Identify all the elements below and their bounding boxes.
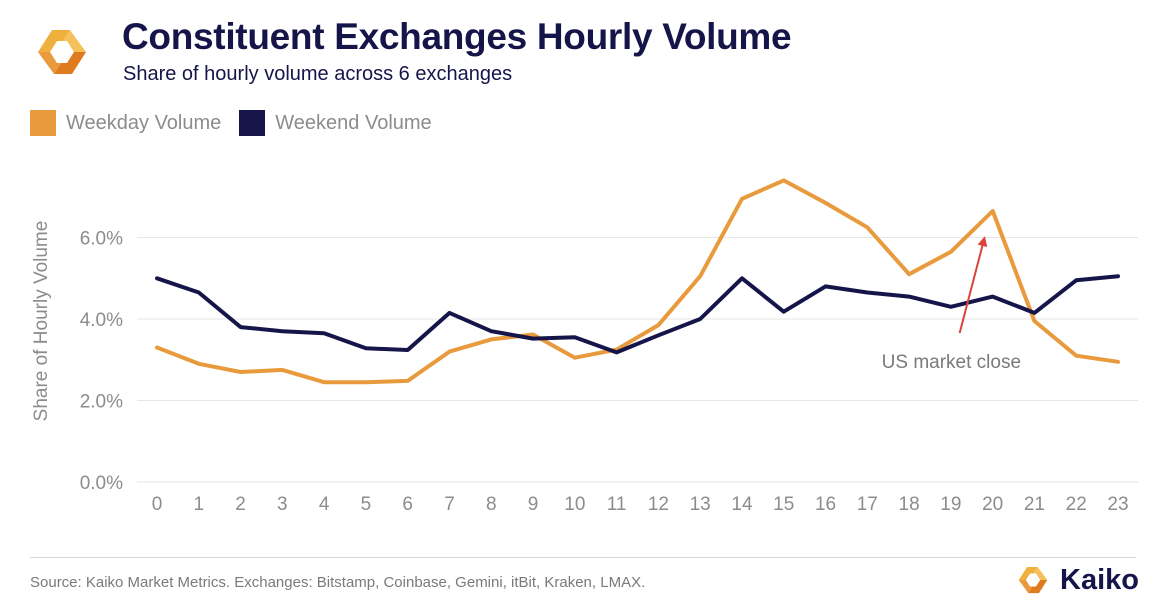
x-tick-label: 6 <box>402 494 413 515</box>
x-tick-label: 20 <box>982 494 1003 515</box>
x-tick-label: 15 <box>773 494 794 515</box>
page-subtitle: Share of hourly volume across 6 exchange… <box>123 63 513 85</box>
legend-item-weekend: Weekend Volume <box>239 110 432 136</box>
x-tick-label: 23 <box>1107 494 1128 515</box>
brand-mark: Kaiko <box>1014 562 1139 598</box>
page-title: Constituent Exchanges Hourly Volume <box>122 16 792 57</box>
weekday-volume-line <box>155 178 1120 385</box>
x-tick-label: 22 <box>1066 494 1087 515</box>
x-tick-label: 4 <box>319 494 330 515</box>
annotation-arrow <box>958 236 988 334</box>
y-tick-label: 4.0% <box>80 310 123 331</box>
weekend-volume-line <box>155 274 1120 355</box>
x-tick-label: 12 <box>648 494 669 515</box>
x-tick-label: 10 <box>564 494 585 515</box>
x-tick-label: 1 <box>193 494 204 515</box>
kaiko-brand-icon <box>1018 566 1048 594</box>
legend-swatch-weekday <box>30 110 56 136</box>
x-tick-label: 3 <box>277 494 288 515</box>
annotation-label: US market close <box>882 352 1021 373</box>
footer-divider <box>30 557 1136 558</box>
x-tick-label: 19 <box>940 494 961 515</box>
x-tick-label: 2 <box>235 494 246 515</box>
legend-label-weekday: Weekday Volume <box>66 111 222 134</box>
x-tick-label: 17 <box>857 494 878 515</box>
x-tick-label: 18 <box>899 494 920 515</box>
y-axis-label: Share of Hourly Volume <box>31 221 52 422</box>
y-tick-label: 6.0% <box>80 229 123 250</box>
legend-item-weekday: Weekday Volume <box>30 110 221 136</box>
chart-legend: Weekday Volume Weekend Volume <box>30 110 450 136</box>
x-tick-label: 21 <box>1024 494 1045 515</box>
legend-label-weekend: Weekend Volume <box>275 111 432 134</box>
y-tick-label: 2.0% <box>80 392 123 413</box>
y-tick-label: 0.0% <box>80 473 123 494</box>
source-note: Source: Kaiko Market Metrics. Exchanges:… <box>30 574 646 591</box>
brand-name: Kaiko <box>1060 563 1139 596</box>
x-tick-label: 11 <box>607 494 627 515</box>
x-tick-label: 16 <box>815 494 836 515</box>
x-tick-label: 7 <box>444 494 455 515</box>
x-tick-label: 8 <box>486 494 497 515</box>
x-tick-label: 9 <box>528 494 539 515</box>
kaiko-logo-icon <box>38 30 86 74</box>
legend-swatch-weekend <box>239 110 266 136</box>
x-tick-label: 13 <box>690 494 711 515</box>
x-tick-label: 0 <box>152 494 163 515</box>
x-tick-label: 14 <box>731 494 753 515</box>
x-tick-label: 5 <box>361 494 372 515</box>
